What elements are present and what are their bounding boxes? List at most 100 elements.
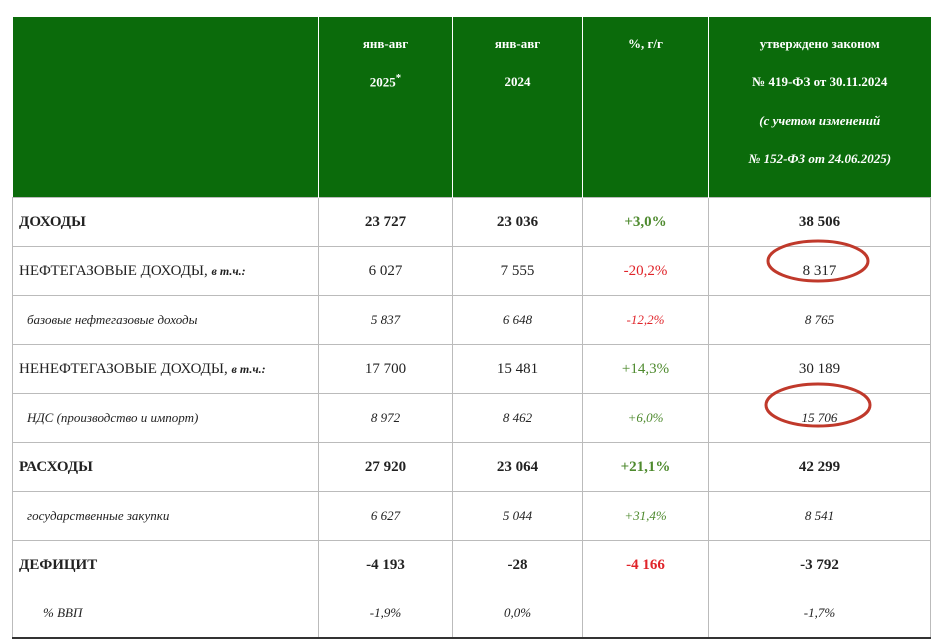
header-cell: янв-авг 2024 — [452, 17, 583, 198]
table-cell: +14,3% — [582, 344, 709, 394]
cell-value: -4 166 — [626, 556, 665, 573]
table-cell: +31,4% — [582, 491, 709, 541]
row-label: НЕНЕФТЕГАЗОВЫЕ ДОХОДЫ, в т.ч.: — [12, 344, 319, 394]
header-blank — [12, 17, 319, 198]
table-cell: 27 920 — [318, 442, 453, 492]
table-row: РАСХОДЫ 27 920 23 064 +21,1% 42 299 — [12, 442, 931, 492]
cell-value: -4 193 — [366, 556, 405, 573]
cell-value: 23 727 — [364, 213, 407, 230]
table-cell: +21,1% — [582, 442, 709, 492]
table-cell: 8 765 — [708, 295, 931, 345]
table-body: ДОХОДЫ 23 727 23 036 +3,0% 38 506 НЕФТЕГАЗОВЫ… — [12, 197, 931, 639]
row-label-text: ДОХОДЫ — [19, 213, 86, 230]
row-label-text: базовые нефтегазовые доходы — [27, 312, 198, 327]
row-label: % ВВП — [12, 589, 319, 639]
row-label-text: НЕФТЕГАЗОВЫЕ ДОХОДЫ, — [19, 262, 208, 279]
table-cell: 15 706 — [708, 393, 931, 443]
table-row: ДОХОДЫ 23 727 23 036 +3,0% 38 506 — [12, 197, 931, 247]
cell-value: 5 837 — [370, 312, 401, 327]
table-cell: 23 036 — [452, 197, 583, 247]
table-cell: 6 027 — [318, 246, 453, 296]
table-row: НЕФТЕГАЗОВЫЕ ДОХОДЫ, в т.ч.: 6 027 7 555 -2… — [12, 246, 931, 296]
cell-value: 15 706 — [801, 410, 838, 425]
cell-value: +31,4% — [624, 508, 667, 523]
header-cell: %, г/г — [582, 17, 709, 198]
table-cell: 23 064 — [452, 442, 583, 492]
table-row: НДС (производство и импорт) 8 972 8 462 +6,… — [12, 393, 931, 443]
cell-value: 7 555 — [500, 262, 535, 279]
header-mark: * — [395, 72, 402, 85]
cell-value: +6,0% — [627, 410, 664, 425]
table-cell: +3,0% — [582, 197, 709, 247]
row-label-text: НЕНЕФТЕГАЗОВЫЕ ДОХОДЫ, — [19, 360, 228, 377]
header-cell: янв-авг 2025* — [318, 17, 453, 198]
table-cell: 23 727 — [318, 197, 453, 247]
table-cell: 30 189 — [708, 344, 931, 394]
table-row: государственные закупки 6 627 5 044 +31,4% 8… — [12, 491, 931, 541]
table-cell — [582, 589, 709, 639]
table-cell: 7 555 — [452, 246, 583, 296]
cell-value: 17 700 — [364, 360, 407, 377]
table-cell: -3 792 — [708, 540, 931, 589]
table-cell: 8 317 — [708, 246, 931, 296]
header-text: № 419-ФЗ от 30.11.2024 — [752, 74, 888, 90]
cell-value: 6 648 — [502, 312, 533, 327]
row-label: РАСХОДЫ — [12, 442, 319, 492]
header-text: янв-авг — [362, 36, 409, 51]
table-cell: 8 972 — [318, 393, 453, 443]
header-cell: утверждено законом № 419-ФЗ от 30.11.2024… — [708, 17, 931, 198]
table-cell: +6,0% — [582, 393, 709, 443]
header-row: янв-авг 2025* янв-авг 2024 %, г/г утвержде… — [12, 17, 931, 198]
cell-value: 27 920 — [364, 458, 407, 475]
header-text: (с учетом изменений — [759, 112, 881, 128]
cell-value: -20,2% — [623, 262, 668, 279]
cell-value: 8 972 — [370, 410, 401, 425]
row-label: НДС (производство и импорт) — [12, 393, 319, 443]
table-cell: 42 299 — [708, 442, 931, 492]
header-text: утверждено законом — [759, 36, 880, 51]
header-text: 2024 — [504, 74, 531, 90]
row-label: государственные закупки — [12, 491, 319, 541]
table-cell: -20,2% — [582, 246, 709, 296]
table-row: ДЕФИЦИТ -4 193 -28 -4 166 -3 792 — [12, 540, 931, 589]
row-label: базовые нефтегазовые доходы — [12, 295, 319, 345]
table-row: НЕНЕФТЕГАЗОВЫЕ ДОХОДЫ, в т.ч.: 17 700 15 4… — [12, 344, 931, 394]
cell-value: +21,1% — [620, 458, 671, 475]
cell-value: 38 506 — [798, 213, 841, 230]
table-cell: -1,9% — [318, 589, 453, 639]
cell-value: 8 317 — [802, 262, 837, 279]
table-row: базовые нефтегазовые доходы 5 837 6 648 -12… — [12, 295, 931, 345]
row-note: в т.ч.: — [211, 263, 246, 278]
table-cell: 5 044 — [452, 491, 583, 541]
table-cell: 8 541 — [708, 491, 931, 541]
table-cell: -28 — [452, 540, 583, 589]
cell-value: -1,9% — [369, 605, 402, 620]
header-text: № 152-ФЗ от 24.06.2025) — [748, 151, 892, 167]
row-note: в т.ч.: — [231, 361, 266, 376]
cell-value: 42 299 — [798, 458, 841, 475]
cell-value: 23 036 — [496, 213, 539, 230]
table-cell: -4 193 — [318, 540, 453, 589]
cell-value: 23 064 — [496, 458, 539, 475]
table-cell: -4 166 — [582, 540, 709, 589]
table-cell: -1,7% — [708, 589, 931, 639]
row-label: ДОХОДЫ — [12, 197, 319, 247]
cell-value: 8 541 — [804, 508, 835, 523]
cell-value: 8 462 — [502, 410, 533, 425]
row-label-text: % ВВП — [43, 605, 83, 620]
cell-value: 5 044 — [502, 508, 533, 523]
row-label-text: ДЕФИЦИТ — [19, 556, 98, 573]
table-cell: 17 700 — [318, 344, 453, 394]
cell-value: 8 765 — [804, 312, 835, 327]
table-cell: 6 627 — [318, 491, 453, 541]
cell-value: -3 792 — [800, 556, 839, 573]
table-cell: 15 481 — [452, 344, 583, 394]
cell-value: 6 627 — [370, 508, 401, 523]
table-cell: -12,2% — [582, 295, 709, 345]
header-text: 2025 — [369, 74, 396, 90]
table-cell: 5 837 — [318, 295, 453, 345]
cell-value: -12,2% — [626, 312, 665, 327]
header-text: %, г/г — [628, 36, 663, 51]
cell-value: 0,0% — [503, 605, 532, 620]
table-cell: 8 462 — [452, 393, 583, 443]
